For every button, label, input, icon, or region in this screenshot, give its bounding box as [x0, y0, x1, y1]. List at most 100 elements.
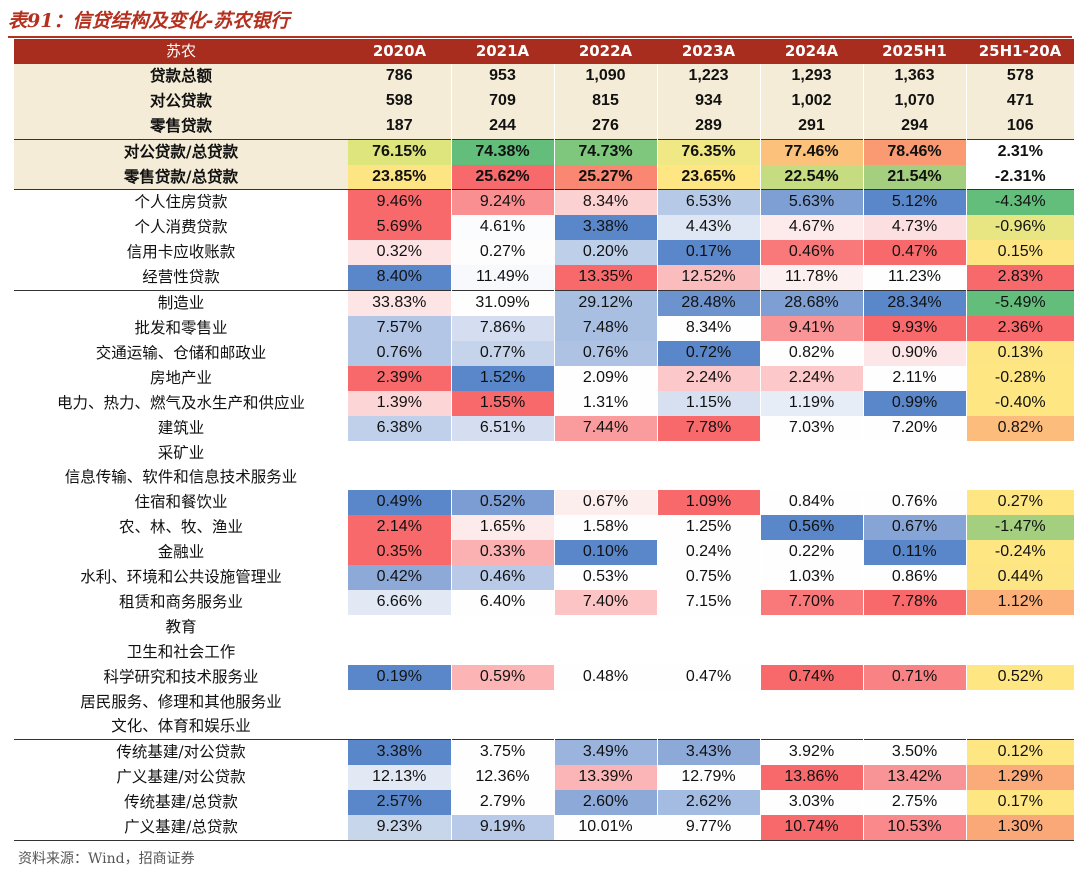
value-cell: -1.47% — [965, 515, 1074, 541]
value-cell — [965, 614, 1074, 640]
value-cell — [348, 465, 451, 490]
value-cell: 28.34% — [862, 290, 966, 316]
value-cell: 2.11% — [862, 365, 966, 391]
value-cell: 3.03% — [759, 790, 863, 816]
value-cell: 7.48% — [553, 315, 657, 341]
value-cell: 3.38% — [348, 739, 451, 766]
value-cell: 1.31% — [553, 390, 657, 416]
value-cell: 4.73% — [862, 215, 966, 241]
value-cell: 1.29% — [965, 765, 1074, 791]
row-label: 传统基建/对公贷款 — [14, 739, 348, 766]
row-label: 房地产业 — [149, 368, 212, 387]
value-cell: 4.61% — [450, 215, 554, 241]
value-cell: 4.67% — [759, 215, 863, 241]
value-cell: 1.65% — [450, 515, 554, 541]
value-cell — [450, 714, 554, 740]
header-cell: 苏农 — [14, 39, 348, 64]
value-cell — [348, 615, 451, 640]
value-cell: 31.09% — [450, 290, 554, 316]
header-row: 苏农 2020A 2021A 2022A 2023A 2024A 2025H1 … — [14, 39, 1074, 64]
value-cell: 77.46% — [759, 138, 863, 165]
value-cell — [759, 465, 863, 491]
value-cell: 2.09% — [553, 365, 657, 391]
value-cell: 1.52% — [450, 365, 554, 391]
row-label: 建筑业 — [157, 418, 205, 437]
value-cell: 9.77% — [656, 815, 760, 842]
value-cell: 709 — [450, 88, 554, 114]
value-cell: 0.42% — [348, 565, 451, 590]
value-cell: 0.19% — [348, 664, 451, 690]
value-cell: 598 — [348, 88, 451, 114]
value-cell — [862, 465, 966, 491]
value-cell: 2.24% — [656, 365, 760, 391]
row-label: 对公贷款 — [14, 88, 348, 114]
value-cell: 0.53% — [553, 565, 657, 590]
value-cell: 7.78% — [862, 589, 966, 615]
value-cell — [553, 614, 657, 640]
value-cell: 74.73% — [553, 138, 657, 165]
value-cell: 9.24% — [450, 189, 554, 216]
value-cell: 2.62% — [656, 790, 760, 816]
value-cell: 12.52% — [656, 265, 760, 291]
value-cell — [553, 440, 657, 466]
row-label: 科学研究和技术服务业 — [103, 667, 259, 686]
value-cell: 0.48% — [553, 664, 657, 690]
row-label: 文化、体育和娱乐业 — [111, 717, 251, 736]
row-label: 交通运输、仓储和邮政业 — [95, 343, 267, 362]
table-row: 经营性贷款 8.40% 11.49% 13.35% 12.52% 11.78% 11.23%… — [14, 265, 1074, 291]
value-cell: 8.40% — [348, 265, 451, 291]
value-cell: 187 — [348, 113, 451, 140]
value-cell: 12.36% — [450, 765, 554, 791]
value-cell: 7.86% — [450, 315, 554, 341]
value-cell: 2.79% — [450, 790, 554, 816]
table-row: 广义基建/对公贷款 12.13% 12.36% 13.39% 12.79% 13.86% 1… — [14, 765, 1074, 791]
value-cell: 1,002 — [759, 88, 863, 114]
table-row: 个人消费贷款 5.69% 4.61% 3.38% 4.43% 4.67% 4.73% -0.9… — [14, 215, 1074, 241]
value-cell: 1.30% — [965, 815, 1074, 842]
table-row: 信用卡应收账款 0.32% 0.27% 0.20% 0.17% 0.46% 0.47% 0.1… — [14, 240, 1074, 266]
value-cell: 0.59% — [450, 664, 554, 690]
value-cell: 2.39% — [348, 365, 451, 391]
value-cell: 0.10% — [553, 540, 657, 566]
value-cell: 6.66% — [348, 589, 451, 615]
row-label: 采矿业 — [157, 443, 205, 462]
value-cell: 2.57% — [348, 790, 451, 816]
value-cell — [656, 440, 760, 466]
value-cell: 9.46% — [348, 189, 451, 216]
value-cell: -0.96% — [965, 215, 1074, 241]
value-cell — [656, 689, 760, 715]
source-note: 资料来源：Wind，招商证券 — [18, 851, 195, 867]
value-cell: 9.93% — [862, 315, 966, 341]
value-cell — [450, 440, 554, 466]
value-cell: 2.31% — [965, 138, 1074, 165]
value-cell: 2.24% — [759, 365, 863, 391]
value-cell: 1,070 — [862, 88, 966, 114]
value-cell: 0.52% — [965, 664, 1074, 690]
value-cell: 1.09% — [656, 490, 760, 516]
value-cell: 1.58% — [553, 515, 657, 541]
value-cell: 1.39% — [348, 390, 451, 416]
value-cell: 6.51% — [450, 415, 554, 441]
value-cell: 0.82% — [759, 340, 863, 366]
value-cell: 0.20% — [553, 240, 657, 266]
row-label: 广义基建/对公贷款 — [116, 768, 246, 787]
value-cell — [656, 465, 760, 491]
value-cell — [862, 714, 966, 740]
row-label: 制造业 — [14, 290, 348, 316]
table-row: 制造业 33.83% 31.09% 29.12% 28.48% 28.68% 28.34% -… — [14, 290, 1074, 316]
value-cell: 7.15% — [656, 589, 760, 615]
value-cell — [656, 714, 760, 740]
value-cell: 0.24% — [656, 540, 760, 566]
value-cell: 23.85% — [348, 164, 451, 190]
row-label: 信用卡应收账款 — [126, 243, 236, 262]
value-cell: 13.39% — [553, 765, 657, 791]
value-cell: 9.41% — [759, 315, 863, 341]
value-cell: 7.44% — [553, 415, 657, 441]
value-cell: 22.54% — [759, 164, 863, 190]
value-cell: 74.38% — [450, 138, 554, 165]
value-cell: 0.56% — [759, 515, 863, 541]
value-cell: 3.92% — [759, 739, 863, 766]
value-cell: 76.35% — [656, 138, 760, 165]
loan-structure-table: 苏农 2020A 2021A 2022A 2023A 2024A 2025H1 … — [14, 39, 1074, 842]
value-cell: 291 — [759, 113, 863, 140]
